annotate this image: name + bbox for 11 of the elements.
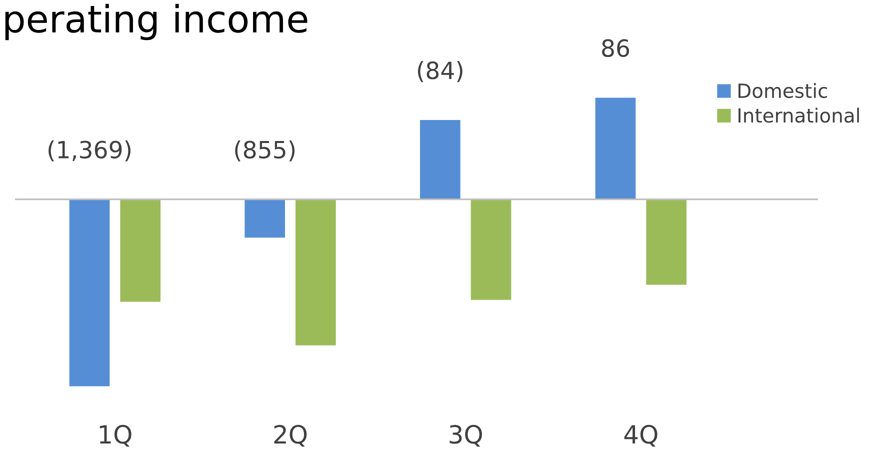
legend-label: International xyxy=(738,108,859,123)
legend-label: Domestic xyxy=(738,83,828,98)
annotation: (855) xyxy=(235,140,295,162)
text: (84) xyxy=(418,61,462,82)
text: 86 xyxy=(602,39,630,58)
x-tick-label: 2Q xyxy=(274,424,307,447)
x-tick-label: 1Q xyxy=(100,424,132,447)
x-tick-label: 3Q xyxy=(450,424,482,447)
annotation: (1,369) xyxy=(48,140,130,162)
x-tick-label: 4Q xyxy=(624,424,658,447)
chart-title: perating income xyxy=(5,4,308,40)
